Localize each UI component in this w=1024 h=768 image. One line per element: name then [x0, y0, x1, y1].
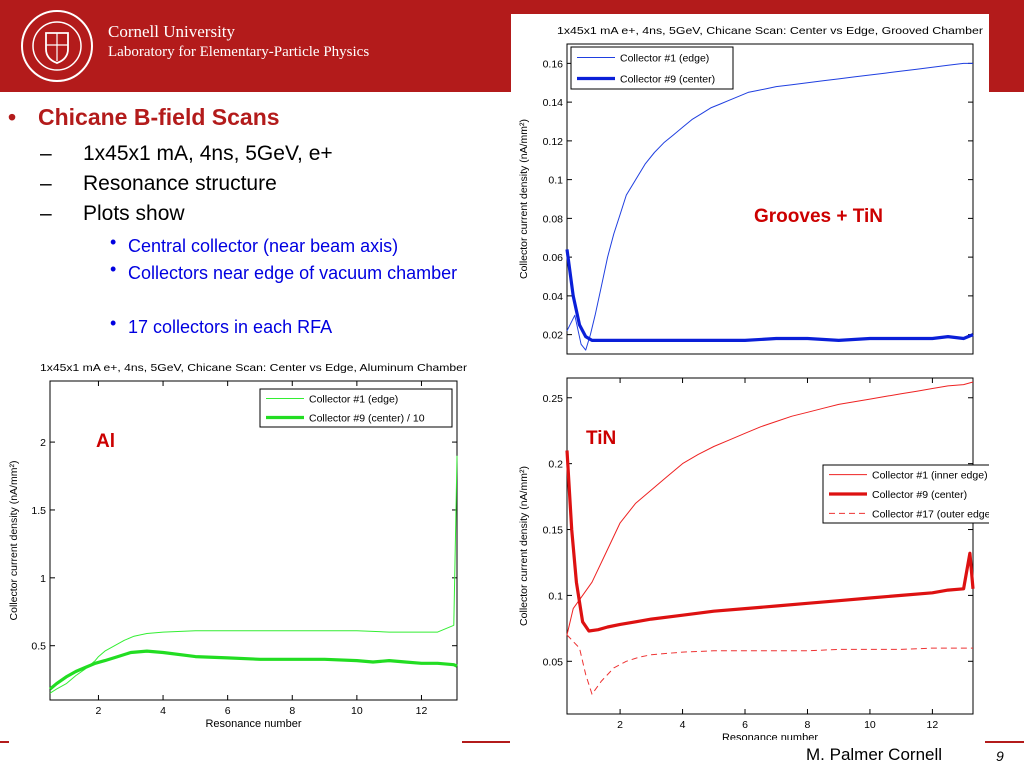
x-tick-label: 2	[96, 705, 102, 717]
x-tick-label: 6	[225, 705, 231, 717]
sub-bullet-text: Resonance structure	[83, 172, 277, 195]
y-tick-label: 1.5	[31, 505, 46, 517]
x-tick-label: 8	[805, 719, 811, 731]
y-tick-label: 0.25	[543, 393, 564, 405]
y-tick-label: 0.05	[543, 656, 564, 668]
legend-label: Collector #9 (center) / 10	[309, 413, 425, 425]
series-line	[565, 450, 975, 633]
x-tick-label: 12	[416, 705, 428, 717]
x-tick-label: 4	[680, 719, 686, 731]
chart-aluminum: 1x45x1 mA e+, 4ns, 5GeV, Chicane Scan: C…	[1, 357, 469, 739]
x-tick-label: 12	[927, 719, 939, 731]
plot-frame	[49, 380, 458, 701]
chart-title: 1x45x1 mA e+, 4ns, 5GeV, Chicane Scan: C…	[557, 25, 984, 37]
series-line	[566, 381, 974, 636]
subsub-bullet-text: 17 collectors in each RFA	[128, 317, 333, 337]
y-tick-label: 0.12	[543, 136, 564, 148]
y-tick-label: 0.15	[543, 525, 564, 537]
chart-svg: 1x45x1 mA e+, 4ns, 5GeV, Chicane Scan: C…	[518, 25, 984, 355]
legend-box	[570, 46, 734, 90]
x-tick-label: 4	[160, 705, 166, 717]
dash-marker: –	[40, 142, 52, 165]
x-tick-label: 10	[351, 705, 363, 717]
plot-frame	[566, 377, 974, 715]
bullet-marker: •	[8, 104, 17, 130]
legend-label: Collector #1 (edge)	[309, 394, 398, 406]
chart-tin: 0.05 0.1 0.15 0.2 0.25 2 4 6 8 10 12 Resonance numb…	[511, 372, 989, 740]
chart-grooves: 1x45x1 mA e+, 4ns, 5GeV, Chicane Scan: C…	[511, 14, 989, 368]
chart-annotation: Grooves + TiN	[754, 206, 883, 227]
chart-svg: 0.05 0.1 0.15 0.2 0.25 2 4 6 8 10 12 Resonance numb…	[518, 377, 989, 740]
x-axis-label: Resonance number	[205, 718, 301, 730]
x-tick-label: 10	[864, 719, 876, 731]
subsub-bullet-text: Central collector (near beam axis)	[128, 236, 399, 256]
x-tick-label: 6	[742, 719, 748, 731]
y-tick-label: 0.5	[31, 641, 46, 653]
dot-marker: •	[110, 259, 117, 279]
dash-marker: –	[40, 202, 52, 225]
y-tick-label: 0.16	[543, 58, 564, 70]
footer-divider	[985, 741, 1024, 743]
chart-annotation: Al	[96, 431, 115, 452]
legend-label: Collector #9 (center)	[620, 74, 715, 86]
sub-bullet-text: 1x45x1 mA, 4ns, 5GeV, e+	[83, 142, 333, 165]
y-tick-label: 0.1	[548, 175, 563, 187]
y-tick-label: 0.08	[543, 213, 564, 225]
dash-marker: –	[40, 172, 52, 195]
cornell-seal-logo	[21, 10, 93, 82]
y-axis-label: Collector current density (nA/mm²)	[518, 119, 530, 279]
chart-annotation: TiN	[586, 428, 616, 449]
y-tick-label: 2	[40, 437, 46, 449]
series-line	[565, 249, 974, 342]
series-line	[566, 634, 973, 695]
chart-svg: 1x45x1 mA e+, 4ns, 5GeV, Chicane Scan: C…	[8, 362, 468, 730]
page-number: 9	[996, 748, 1004, 764]
y-tick-label: 0.06	[543, 252, 564, 264]
y-tick-label: 1	[40, 573, 46, 585]
y-axis-label: Collector current density (nA/mm²)	[8, 461, 20, 621]
y-tick-label: 0.04	[543, 291, 564, 303]
series-line	[566, 62, 973, 351]
dot-marker: •	[110, 232, 117, 252]
y-tick-label: 0.14	[543, 97, 564, 109]
y-tick-label: 0.2	[548, 459, 563, 471]
chart-title: 1x45x1 mA e+, 4ns, 5GeV, Chicane Scan: C…	[40, 362, 468, 374]
y-tick-label: 0.02	[543, 330, 564, 342]
university-name: Cornell University	[108, 22, 236, 41]
x-axis-label: Resonance number	[722, 732, 818, 740]
legend-label: Collector #1 (inner edge)	[872, 470, 988, 482]
sub-bullet-text: Plots show	[83, 202, 185, 225]
plot-frame	[566, 43, 974, 355]
legend-label: Collector #1 (edge)	[620, 53, 709, 65]
series-line	[48, 649, 458, 691]
subsub-bullet-text: Collectors near edge of vacuum chamber	[128, 263, 458, 283]
footer-author: M. Palmer Cornell	[806, 745, 943, 764]
main-bullet-text: Chicane B-field Scans	[38, 104, 280, 130]
x-tick-label: 2	[617, 719, 623, 731]
legend-box	[259, 388, 453, 428]
lab-name: Laboratory for Elementary-Particle Physi…	[108, 44, 370, 60]
y-axis-label: Collector current density (nA/mm²)	[518, 466, 530, 626]
series-line	[49, 455, 458, 694]
x-tick-label: 8	[289, 705, 295, 717]
footer-divider	[0, 741, 9, 743]
y-tick-label: 0.1	[548, 590, 563, 602]
footer-divider	[462, 741, 510, 743]
dot-marker: •	[110, 313, 117, 333]
legend-label: Collector #17 (outer edge)	[872, 508, 989, 520]
legend-label: Collector #9 (center)	[872, 489, 967, 501]
